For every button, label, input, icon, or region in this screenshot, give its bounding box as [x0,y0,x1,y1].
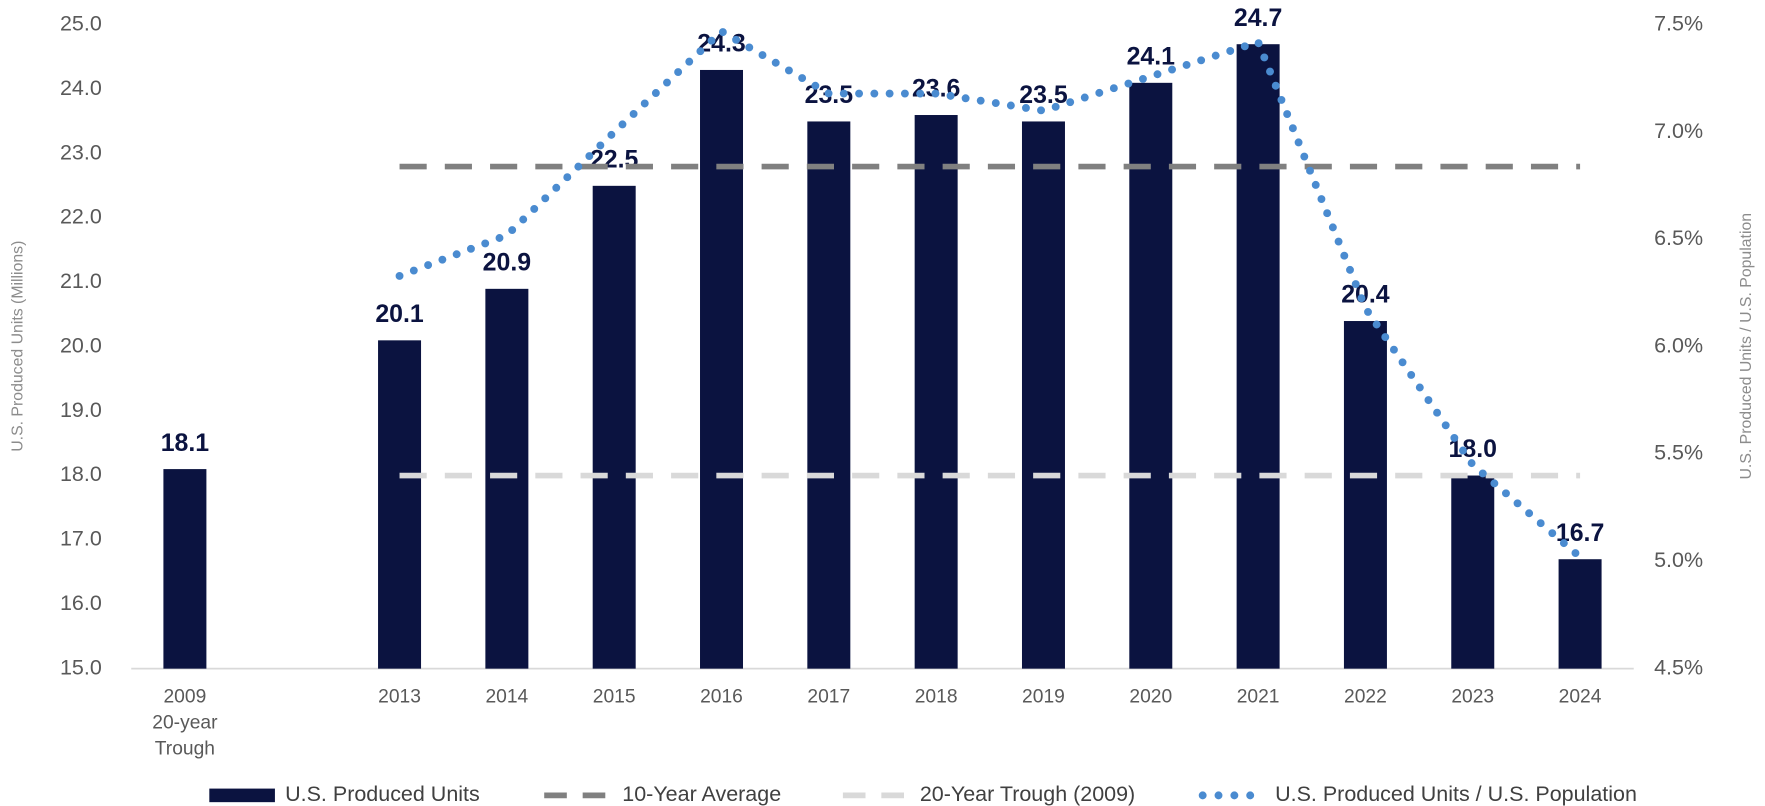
bar [378,340,422,669]
y-tick-label: 19.0 [60,398,102,422]
data-label: 24.7 [1234,4,1282,32]
x-tick-label: 2022 [1344,685,1387,708]
bar [1129,82,1173,669]
bar [1236,44,1280,669]
y-tick-label: 18.0 [60,462,102,486]
y-tick-label: 17.0 [60,527,102,551]
data-label: 20.9 [483,249,531,277]
x-tick-label: 2014 [485,685,529,708]
y-tick-label: 25.0 [60,12,102,36]
bar [163,469,207,669]
y2-tick-label: 5.0% [1654,548,1703,572]
y2-tick-label: 5.5% [1654,441,1703,465]
data-label: 18.1 [161,429,210,457]
bar [592,185,636,669]
data-label: 20.1 [375,300,424,328]
y-tick-label: 22.0 [60,205,102,229]
x-tick-label: 2017 [807,685,851,708]
legend-label: 20-Year Trough (2009) [920,782,1135,806]
y2-axis-title: U.S. Produced Units / U.S. Population [1738,213,1755,480]
legend-label: U.S. Produced Units / U.S. Population [1275,782,1637,806]
bar [1021,121,1065,669]
line-series [395,26,1585,562]
y-tick-label: 24.0 [60,76,102,100]
y2-tick-label: 4.5% [1654,655,1703,679]
bar [914,115,958,669]
legend-label: U.S. Produced Units [285,782,480,806]
bar [1558,559,1602,669]
x-tick-label: 2018 [914,685,958,708]
data-label: 24.1 [1127,43,1176,71]
legend-swatch [209,788,275,803]
x-tick-label: 2016 [700,685,743,708]
y-tick-label: 20.0 [60,333,102,357]
legend-label: 10-Year Average [622,782,781,806]
y2-tick-label: 6.0% [1654,333,1703,357]
y2-tick-label: 6.5% [1654,226,1703,250]
y-tick-label: 21.0 [60,269,102,293]
x-tick-label: 2013 [378,685,421,708]
bar [485,288,529,669]
y-tick-label: 15.0 [60,655,102,679]
x-tick-label: 2015 [592,685,636,708]
x-tick-label: 2020 [1129,685,1173,708]
x-tick-label: 2021 [1236,685,1280,708]
y2-tick-label: 7.0% [1654,119,1703,143]
bar [1451,475,1495,669]
x-tick-label: 2009 20-year Trough [152,685,218,760]
bar [807,121,851,669]
y-tick-label: 23.0 [60,140,102,164]
bar [1343,321,1387,669]
y-tick-label: 16.0 [60,591,102,615]
bar [700,69,744,669]
y2-tick-label: 7.5% [1654,12,1703,36]
x-tick-label: 2024 [1558,685,1602,708]
data-label: 20.4 [1341,281,1390,309]
y-axis-title: U.S. Produced Units (Millions) [9,241,26,452]
x-tick-label: 2019 [1022,685,1065,708]
x-tick-label: 2023 [1451,685,1495,708]
